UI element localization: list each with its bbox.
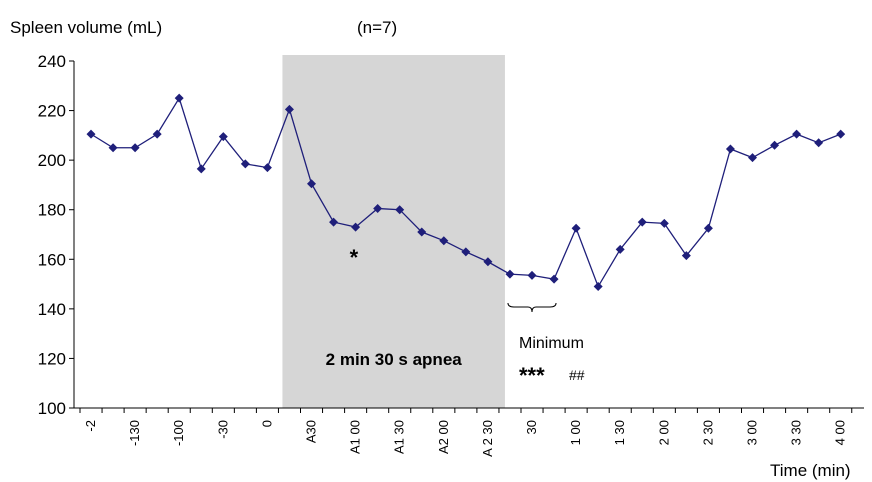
data-point (703, 223, 713, 233)
data-point (174, 93, 184, 103)
y-tick-label: 180 (38, 201, 66, 220)
minimum-significance-stars: *** (519, 363, 545, 388)
x-tick-label: A30 (304, 420, 319, 443)
x-tick-label: -2 (83, 420, 98, 432)
data-point (196, 164, 206, 174)
data-point (770, 140, 780, 150)
data-point (571, 223, 581, 233)
data-point (681, 251, 691, 261)
minimum-label: Minimum (519, 335, 584, 352)
data-point (86, 129, 96, 139)
data-point (637, 217, 647, 227)
data-point (351, 222, 361, 232)
data-point (615, 244, 625, 254)
minimum-significance-hash: ## (569, 367, 585, 383)
x-tick-label: 2 00 (656, 420, 671, 445)
data-point (108, 143, 118, 153)
data-point (527, 270, 537, 280)
x-tick-label: 0 (259, 420, 274, 427)
apnea-shaded-region (282, 55, 505, 408)
apnea-label: 2 min 30 s apnea (326, 350, 463, 369)
data-point (792, 129, 802, 139)
data-point (725, 144, 735, 154)
y-axis-ticks: 100 120 140 160 180 200 220 240 (38, 52, 74, 418)
x-tick-label: 4 00 (833, 420, 848, 445)
y-tick-label: 240 (38, 52, 66, 71)
x-tick-label: A2 00 (436, 420, 451, 454)
x-tick-label: 30 (524, 420, 539, 434)
data-point (262, 163, 272, 173)
data-point (417, 227, 427, 237)
x-axis-label: Time (min) (770, 461, 851, 480)
x-tick-label: 1 00 (568, 420, 583, 445)
data-point (218, 132, 228, 142)
y-tick-label: 160 (38, 250, 66, 269)
data-point (593, 282, 603, 292)
y-tick-label: 140 (38, 300, 66, 319)
x-tick-label: A 2 30 (480, 420, 495, 457)
data-point (814, 138, 824, 148)
data-point (836, 129, 846, 139)
chart-title: (n=7) (357, 18, 397, 37)
x-tick-label: A1 00 (348, 420, 363, 454)
data-point (240, 159, 250, 169)
data-point (439, 236, 449, 246)
y-tick-label: 220 (38, 102, 66, 121)
data-point (329, 217, 339, 227)
data-point (748, 153, 757, 163)
data-point (483, 257, 493, 267)
x-tick-label: -130 (127, 420, 142, 446)
y-tick-label: 120 (38, 349, 66, 368)
data-point (152, 129, 162, 139)
minimum-brace (507, 302, 557, 313)
series-points (86, 93, 846, 292)
x-tick-label: -30 (215, 420, 230, 439)
significance-star: * (350, 245, 359, 270)
data-point (307, 179, 316, 189)
x-tick-label: 2 30 (700, 420, 715, 445)
data-point (505, 269, 515, 279)
y-tick-label: 100 (38, 399, 66, 418)
axes (73, 61, 864, 409)
x-tick-label: -100 (171, 420, 186, 446)
data-point (659, 218, 669, 228)
data-point (461, 247, 471, 257)
x-tick-label: 3 00 (745, 420, 760, 445)
x-tick-label: A1 30 (392, 420, 407, 454)
data-point (395, 205, 405, 215)
x-axis-ticks: -2 -130 -100 -30 0 A30 A1 00 A1 30 A2 00 A 2 30 30… (79, 408, 853, 457)
data-point (373, 203, 383, 213)
x-tick-label: 1 30 (612, 420, 627, 445)
data-point (130, 143, 140, 153)
y-tick-label: 200 (38, 151, 66, 170)
y-axis-label: Spleen volume (mL) (10, 18, 162, 37)
data-point (549, 274, 559, 284)
data-point (284, 104, 294, 114)
x-tick-label: 3 30 (789, 420, 804, 445)
